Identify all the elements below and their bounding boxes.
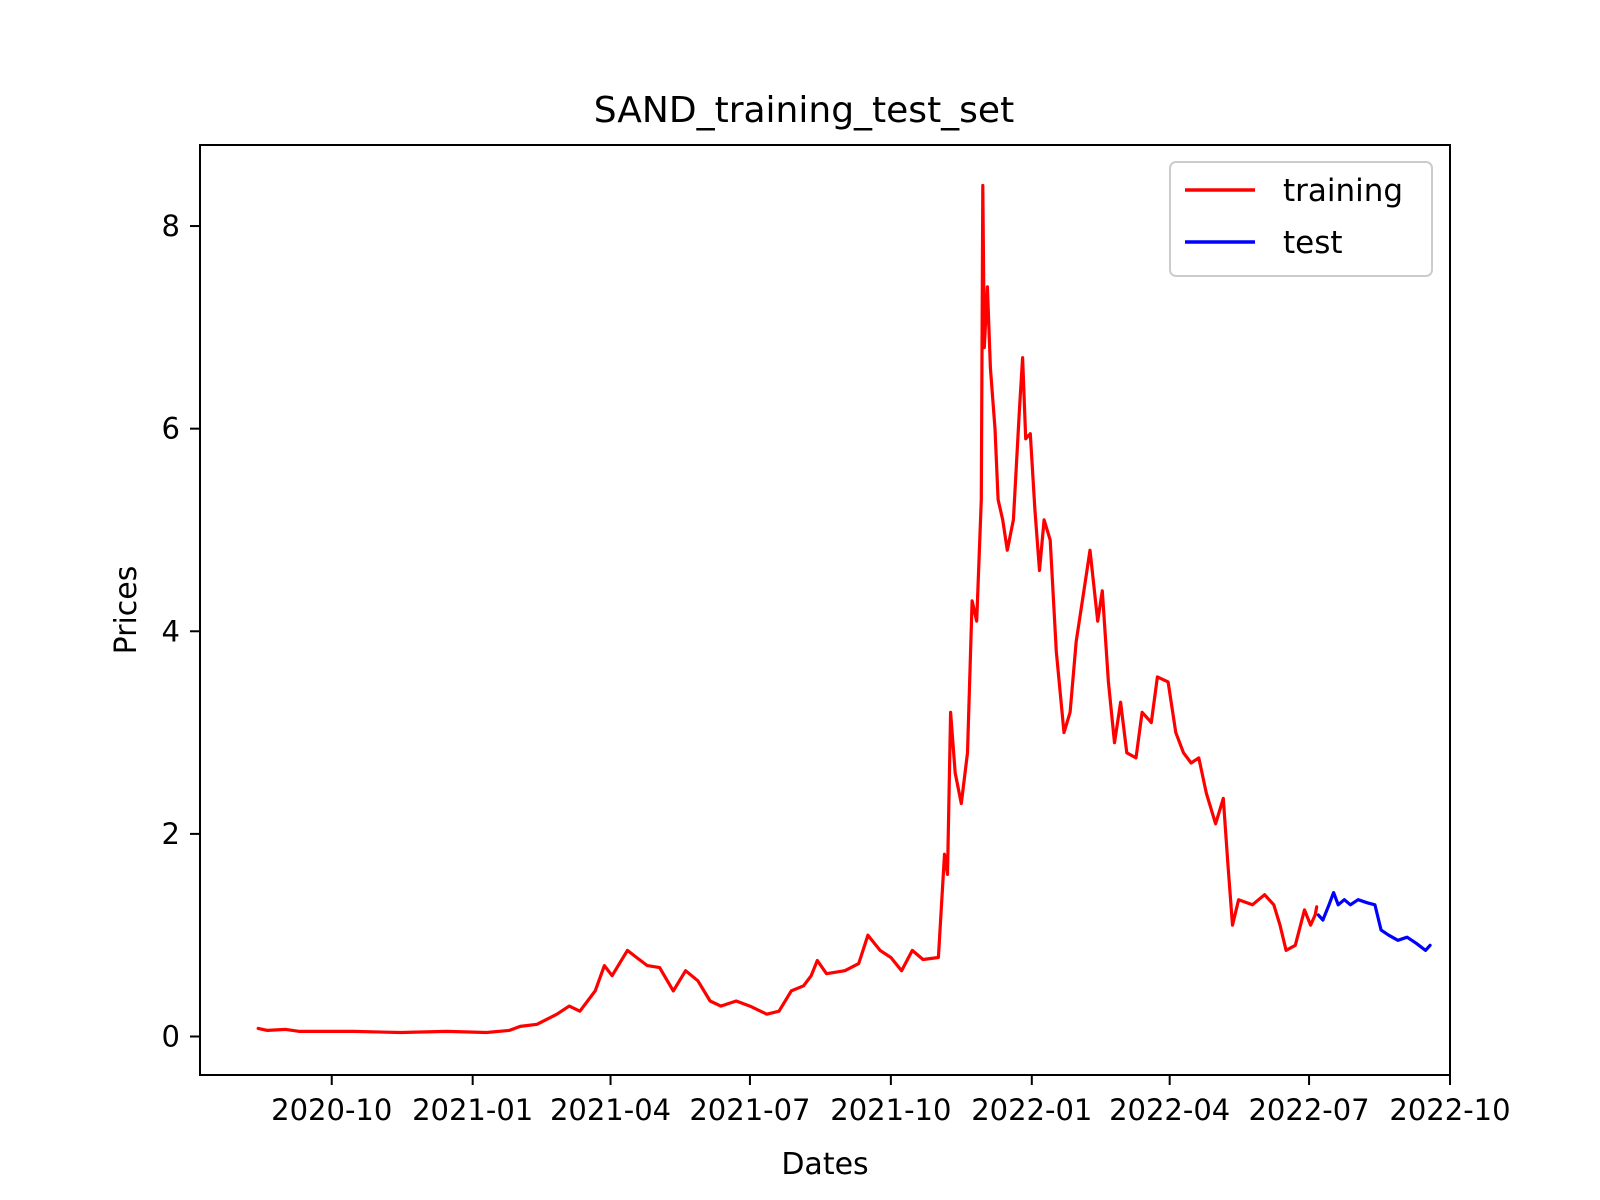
x-tick-label: 2021-07: [689, 1093, 810, 1127]
legend-label-test: test: [1283, 225, 1343, 261]
y-axis-label: Prices: [109, 566, 144, 655]
series-line-test: [1316, 891, 1432, 952]
chart-title: SAND_training_test_set: [594, 90, 1014, 131]
y-tick-label: 6: [162, 412, 180, 446]
x-tick-label: 2022-07: [1248, 1093, 1369, 1127]
legend-label-training: training: [1283, 173, 1403, 209]
legend: training test: [1169, 161, 1433, 277]
y-axis: 0 2 4 6 8: [162, 209, 200, 1054]
y-tick-label: 0: [162, 1020, 180, 1054]
x-tick-label: 2022-04: [1109, 1093, 1230, 1127]
x-tick-label: 2021-04: [550, 1093, 671, 1127]
x-axis-label: Dates: [781, 1147, 868, 1182]
y-tick-label: 4: [162, 614, 180, 648]
y-tick-label: 2: [162, 817, 180, 851]
x-tick-label: 2020-10: [271, 1093, 392, 1127]
x-tick-label: 2022-10: [1389, 1093, 1510, 1127]
x-tick-label: 2021-10: [830, 1093, 951, 1127]
y-tick-label: 8: [162, 209, 180, 243]
x-tick-label: 2021-01: [412, 1093, 533, 1127]
plot-frame: [199, 144, 1451, 1076]
x-tick-label: 2022-01: [971, 1093, 1092, 1127]
series-layer: [256, 183, 1432, 1035]
series-line-training: [256, 183, 1319, 1035]
x-axis: 2020-10 2021-01 2021-04 2021-07 2021-10 2022-…: [271, 1075, 1511, 1127]
